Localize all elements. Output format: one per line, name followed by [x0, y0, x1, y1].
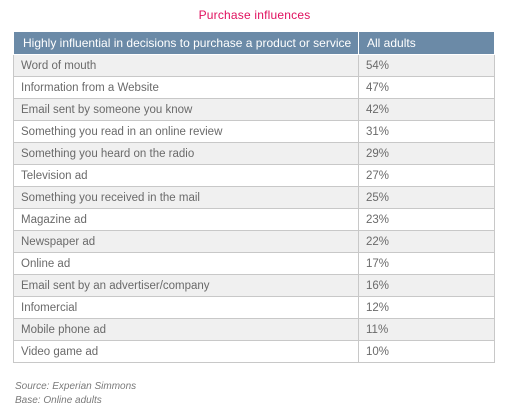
- table-body: Word of mouth 54% Information from a Websi…: [13, 54, 495, 363]
- row-value: 11%: [358, 318, 495, 341]
- source-note: Source: Experian Simmons: [15, 381, 137, 392]
- row-value: 10%: [358, 340, 495, 363]
- row-value: 25%: [358, 186, 495, 209]
- row-label: Something you read in an online review: [13, 120, 359, 143]
- table-row: Something you received in the mail 25%: [13, 186, 495, 209]
- row-label: Online ad: [13, 252, 359, 275]
- table-row: Online ad 17%: [13, 252, 495, 275]
- table-row: Information from a Website 47%: [13, 76, 495, 99]
- row-value: 12%: [358, 296, 495, 319]
- table-row: Something you heard on the radio 29%: [13, 142, 495, 165]
- row-value: 16%: [358, 274, 495, 297]
- row-value: 47%: [358, 76, 495, 99]
- table-row: Magazine ad 23%: [13, 208, 495, 231]
- table-row: Word of mouth 54%: [13, 54, 495, 77]
- column-header-influence: Highly influential in decisions to purch…: [13, 31, 359, 55]
- row-value: 54%: [358, 54, 495, 77]
- row-label: Mobile phone ad: [13, 318, 359, 341]
- row-label: Video game ad: [13, 340, 359, 363]
- row-value: 22%: [358, 230, 495, 253]
- table-row: Email sent by an advertiser/company 16%: [13, 274, 495, 297]
- row-value: 23%: [358, 208, 495, 231]
- row-value: 31%: [358, 120, 495, 143]
- row-label: Magazine ad: [13, 208, 359, 231]
- row-label: Something you received in the mail: [13, 186, 359, 209]
- table-header-row: Highly influential in decisions to purch…: [13, 31, 495, 55]
- purchase-influences-table: Highly influential in decisions to purch…: [13, 31, 495, 363]
- column-header-all-adults: All adults: [358, 31, 495, 55]
- row-label: Word of mouth: [13, 54, 359, 77]
- table-row: Email sent by someone you know 42%: [13, 98, 495, 121]
- table-row: Television ad 27%: [13, 164, 495, 187]
- row-value: 42%: [358, 98, 495, 121]
- table-row: Infomercial 12%: [13, 296, 495, 319]
- row-label: Infomercial: [13, 296, 359, 319]
- row-label: Email sent by someone you know: [13, 98, 359, 121]
- row-label: Email sent by an advertiser/company: [13, 274, 359, 297]
- table-row: Something you read in an online review 31…: [13, 120, 495, 143]
- table-title: Purchase influences: [198, 8, 311, 22]
- base-note: Base: Online adults: [15, 395, 102, 406]
- row-label: Television ad: [13, 164, 359, 187]
- row-label: Newspaper ad: [13, 230, 359, 253]
- row-value: 17%: [358, 252, 495, 275]
- table-row: Mobile phone ad 11%: [13, 318, 495, 341]
- table-row: Newspaper ad 22%: [13, 230, 495, 253]
- row-label: Information from a Website: [13, 76, 359, 99]
- table-row: Video game ad 10%: [13, 340, 495, 363]
- row-label: Something you heard on the radio: [13, 142, 359, 165]
- row-value: 29%: [358, 142, 495, 165]
- row-value: 27%: [358, 164, 495, 187]
